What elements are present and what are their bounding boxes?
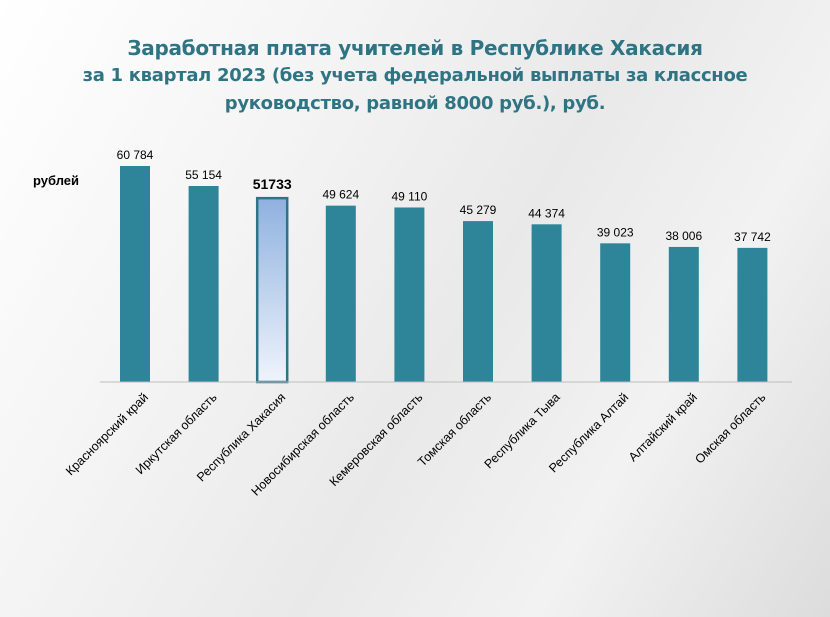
bar-9: [737, 247, 768, 382]
bar-3: [325, 205, 356, 382]
bar-6: [531, 224, 562, 382]
data-label-2: 51733: [253, 176, 292, 192]
chart-title-line-1: Заработная плата учителей в Республике Х…: [127, 36, 703, 60]
chart-title-line-3: руководство, равной 8000 руб.), руб.: [224, 93, 606, 114]
data-label-4: 49 110: [391, 189, 427, 203]
bar-8: [668, 246, 699, 382]
bar-0: [120, 166, 150, 382]
data-label-9: 37 742: [734, 230, 771, 244]
bar-4: [394, 207, 425, 382]
data-label-3: 49 624: [322, 188, 359, 202]
data-label-1: 55 154: [185, 168, 222, 182]
chart-title-line-2: за 1 квартал 2023 (без учета федеральной…: [82, 65, 748, 86]
bar-7: [600, 243, 631, 382]
category-label-6: Республика Тыва: [482, 390, 563, 471]
chart-title: Заработная плата учителей в Республике Х…: [0, 34, 830, 118]
data-label-8: 38 006: [665, 229, 702, 243]
data-label-0: 60 784: [117, 148, 154, 162]
data-label-7: 39 023: [597, 225, 634, 239]
category-label-9: Омская область: [692, 390, 768, 466]
y-axis-label: рублей: [33, 173, 79, 188]
data-label-5: 45 279: [460, 203, 497, 217]
bar-5: [463, 221, 493, 382]
bar-1: [188, 186, 219, 382]
category-label-8: Алтайский край: [626, 390, 700, 464]
bar-2: [255, 196, 289, 384]
data-label-6: 44 374: [528, 206, 565, 220]
category-label-5: Томская область: [415, 390, 494, 469]
